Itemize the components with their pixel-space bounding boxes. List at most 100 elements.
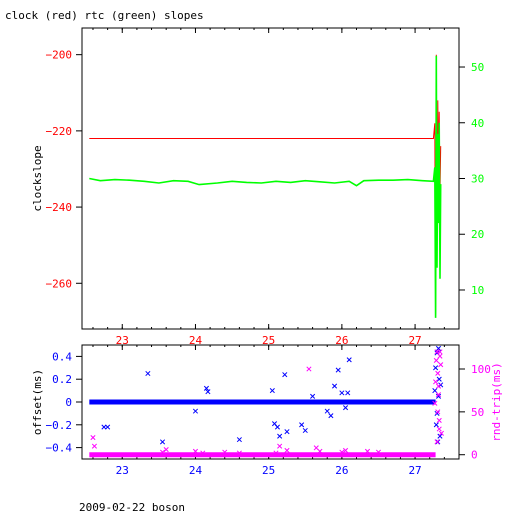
y2-tick-label: 10 xyxy=(471,284,484,297)
marker-stroke xyxy=(101,424,107,430)
series-offset-point xyxy=(145,370,151,377)
series-rnd-trip-point xyxy=(435,370,441,376)
series-offset-point xyxy=(335,367,341,373)
series-rnd-trip-point xyxy=(437,353,443,359)
offset-series xyxy=(89,345,444,458)
y2-tick-label: 50 xyxy=(471,406,484,419)
series-offset-point xyxy=(105,424,111,430)
series-offset-point xyxy=(339,390,345,396)
marker-stroke xyxy=(437,349,443,355)
series-rnd-trip-point xyxy=(436,417,442,423)
marker-stroke xyxy=(436,417,442,423)
series-rnd-trip-point xyxy=(364,448,371,454)
series-offset-point xyxy=(432,388,438,394)
marker-stroke xyxy=(222,449,228,455)
series-rnd-trip-point xyxy=(317,448,323,454)
marker-stroke xyxy=(159,449,166,455)
y2-tick-label: 40 xyxy=(471,117,484,130)
series-rnd-trip-point xyxy=(433,379,439,385)
x-tick-label: 24 xyxy=(189,464,203,477)
y-tick-label: 0 xyxy=(65,396,72,409)
y-tick-label: −0.4 xyxy=(46,442,73,455)
series-offset-point xyxy=(310,393,316,399)
series-rnd-trip-point xyxy=(436,426,442,432)
chart-title: clock (red) rtc (green) slopes xyxy=(5,9,204,22)
series-offset-point xyxy=(203,385,210,391)
marker-stroke xyxy=(433,365,439,371)
marker-stroke xyxy=(436,426,442,432)
marker-stroke xyxy=(339,449,345,455)
marker-stroke xyxy=(203,385,210,391)
x-tick-label: 24 xyxy=(189,334,203,347)
series-offset-point xyxy=(346,357,352,363)
marker-stroke xyxy=(200,450,206,456)
marker-stroke xyxy=(339,390,345,396)
x-tick-label: 26 xyxy=(335,334,348,347)
series-rnd-trip-point xyxy=(277,443,283,449)
series-offset-point xyxy=(236,437,242,443)
slopes-axes: 23 24 25 26 27 −200 −220 −240 −260 50 40 30 20 10 xyxy=(46,28,484,347)
x-tick-label: 27 xyxy=(408,334,421,347)
series-rnd-trip-point xyxy=(435,383,442,389)
series-offset-point xyxy=(433,422,439,428)
series-rnd-trip-point xyxy=(432,400,438,406)
slopes-plot-frame xyxy=(81,27,460,330)
marker-stroke xyxy=(271,421,278,427)
series-offset-point xyxy=(342,405,349,411)
marker-stroke xyxy=(317,448,323,454)
marker-stroke xyxy=(145,370,151,377)
marker-stroke xyxy=(435,392,442,398)
marker-stroke xyxy=(435,409,441,415)
marker-stroke xyxy=(437,433,443,439)
series-rnd-trip-point xyxy=(222,449,228,455)
series-offset-point xyxy=(302,427,308,434)
series-offset-point xyxy=(90,399,96,405)
y-tick-label: −200 xyxy=(46,49,73,62)
marker-stroke xyxy=(432,388,438,394)
marker-stroke xyxy=(433,422,439,428)
marker-stroke xyxy=(346,357,352,363)
marker-stroke xyxy=(331,383,338,389)
y2-tick-label: 30 xyxy=(471,173,484,186)
series-rnd-trip-point xyxy=(339,449,345,455)
y-tick-label: 0.4 xyxy=(52,350,72,363)
y-tick-label: 0.2 xyxy=(52,373,72,386)
marker-stroke xyxy=(436,376,442,382)
marker-stroke xyxy=(90,399,96,405)
series-rnd-trip-point xyxy=(375,449,382,455)
marker-stroke xyxy=(433,379,439,385)
series-offset-point xyxy=(435,345,442,351)
series-offset-point xyxy=(277,433,283,439)
series-rnd-trip-point xyxy=(159,449,166,455)
series-offset-point xyxy=(282,372,288,378)
marker-stroke xyxy=(302,427,308,434)
slopes-y-axis-label: clockslope xyxy=(31,145,44,211)
marker-stroke xyxy=(274,424,281,430)
marker-stroke xyxy=(299,422,305,428)
series-rnd-trip-point xyxy=(342,447,349,453)
series-offset-point xyxy=(205,389,211,395)
marker-stroke xyxy=(434,350,440,356)
series-rnd-trip-point xyxy=(192,448,199,454)
marker-stroke xyxy=(236,450,242,456)
x-tick-label: 27 xyxy=(408,464,421,477)
x-tick-label: 25 xyxy=(262,334,275,347)
marker-stroke xyxy=(273,450,279,456)
y-tick-label: −0.2 xyxy=(46,419,73,432)
marker-stroke xyxy=(284,447,290,453)
marker-stroke xyxy=(364,448,371,454)
marker-stroke xyxy=(105,424,111,430)
series-rnd-trip-point xyxy=(434,439,440,445)
marker-stroke xyxy=(277,433,283,439)
series-offset-point xyxy=(299,422,305,428)
series-offset-point xyxy=(284,429,290,435)
series-rnd-trip-point xyxy=(90,435,96,441)
offset-y-axis-label: offset(ms) xyxy=(31,369,44,435)
series-offset-point xyxy=(436,376,442,382)
rndtrip-y-axis-label: rnd-trip(ms) xyxy=(490,362,503,441)
series-rnd-trip-point xyxy=(306,366,312,372)
marker-stroke xyxy=(284,429,290,435)
y-tick-label: −260 xyxy=(46,277,73,290)
